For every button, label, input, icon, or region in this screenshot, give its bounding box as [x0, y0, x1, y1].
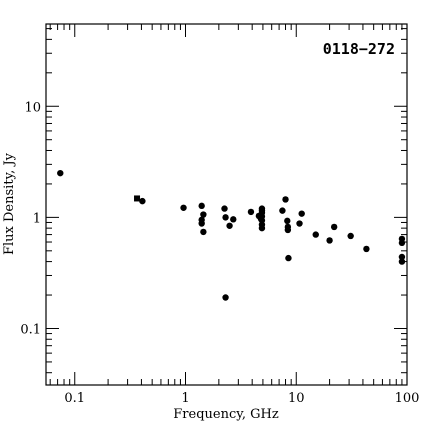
y-tick-label: 0.1: [20, 322, 41, 337]
data-point: [398, 258, 406, 265]
x-tick-label: 0.1: [64, 391, 85, 406]
data-point: [198, 220, 205, 227]
data-point: [284, 226, 292, 234]
data-point: [221, 205, 228, 212]
data-points: [57, 169, 406, 301]
data-point: [347, 232, 354, 240]
source-name-annotation: 0118−272: [323, 40, 395, 58]
data-point: [258, 224, 266, 232]
data-point: [139, 197, 146, 205]
data-point: [279, 207, 286, 214]
y-tick-label: 1: [33, 211, 41, 226]
data-point: [222, 294, 229, 301]
data-point: [180, 204, 187, 211]
data-point: [330, 223, 338, 231]
axis-ticks: [46, 24, 408, 385]
axis-tick-labels: 0.1 1 10 100 0.1 1 10: [20, 100, 419, 406]
data-point: [298, 210, 305, 217]
data-point: [230, 216, 237, 223]
data-point: [57, 169, 64, 177]
y-tick-label: 10: [24, 100, 41, 115]
data-point: [284, 217, 291, 225]
data-point: [398, 239, 406, 247]
data-point: [398, 253, 406, 261]
x-tick-label: 1: [181, 391, 189, 406]
data-point-square: [134, 195, 141, 202]
data-point: [296, 220, 303, 227]
data-point: [222, 214, 229, 221]
y-axis-title: Flux Density, Jy: [2, 152, 17, 255]
data-point: [200, 228, 207, 236]
data-point: [363, 245, 370, 253]
data-point: [247, 208, 255, 216]
plot-frame: [45, 23, 408, 386]
data-point: [326, 237, 333, 244]
data-point: [226, 222, 233, 229]
data-point: [312, 231, 319, 238]
x-axis-title: Frequency, GHz: [173, 407, 279, 422]
data-point: [282, 196, 289, 203]
data-point: [285, 254, 292, 262]
data-point: [200, 211, 207, 218]
x-tick-label: 100: [395, 391, 420, 406]
x-tick-label: 10: [288, 391, 305, 406]
data-point: [198, 202, 205, 210]
